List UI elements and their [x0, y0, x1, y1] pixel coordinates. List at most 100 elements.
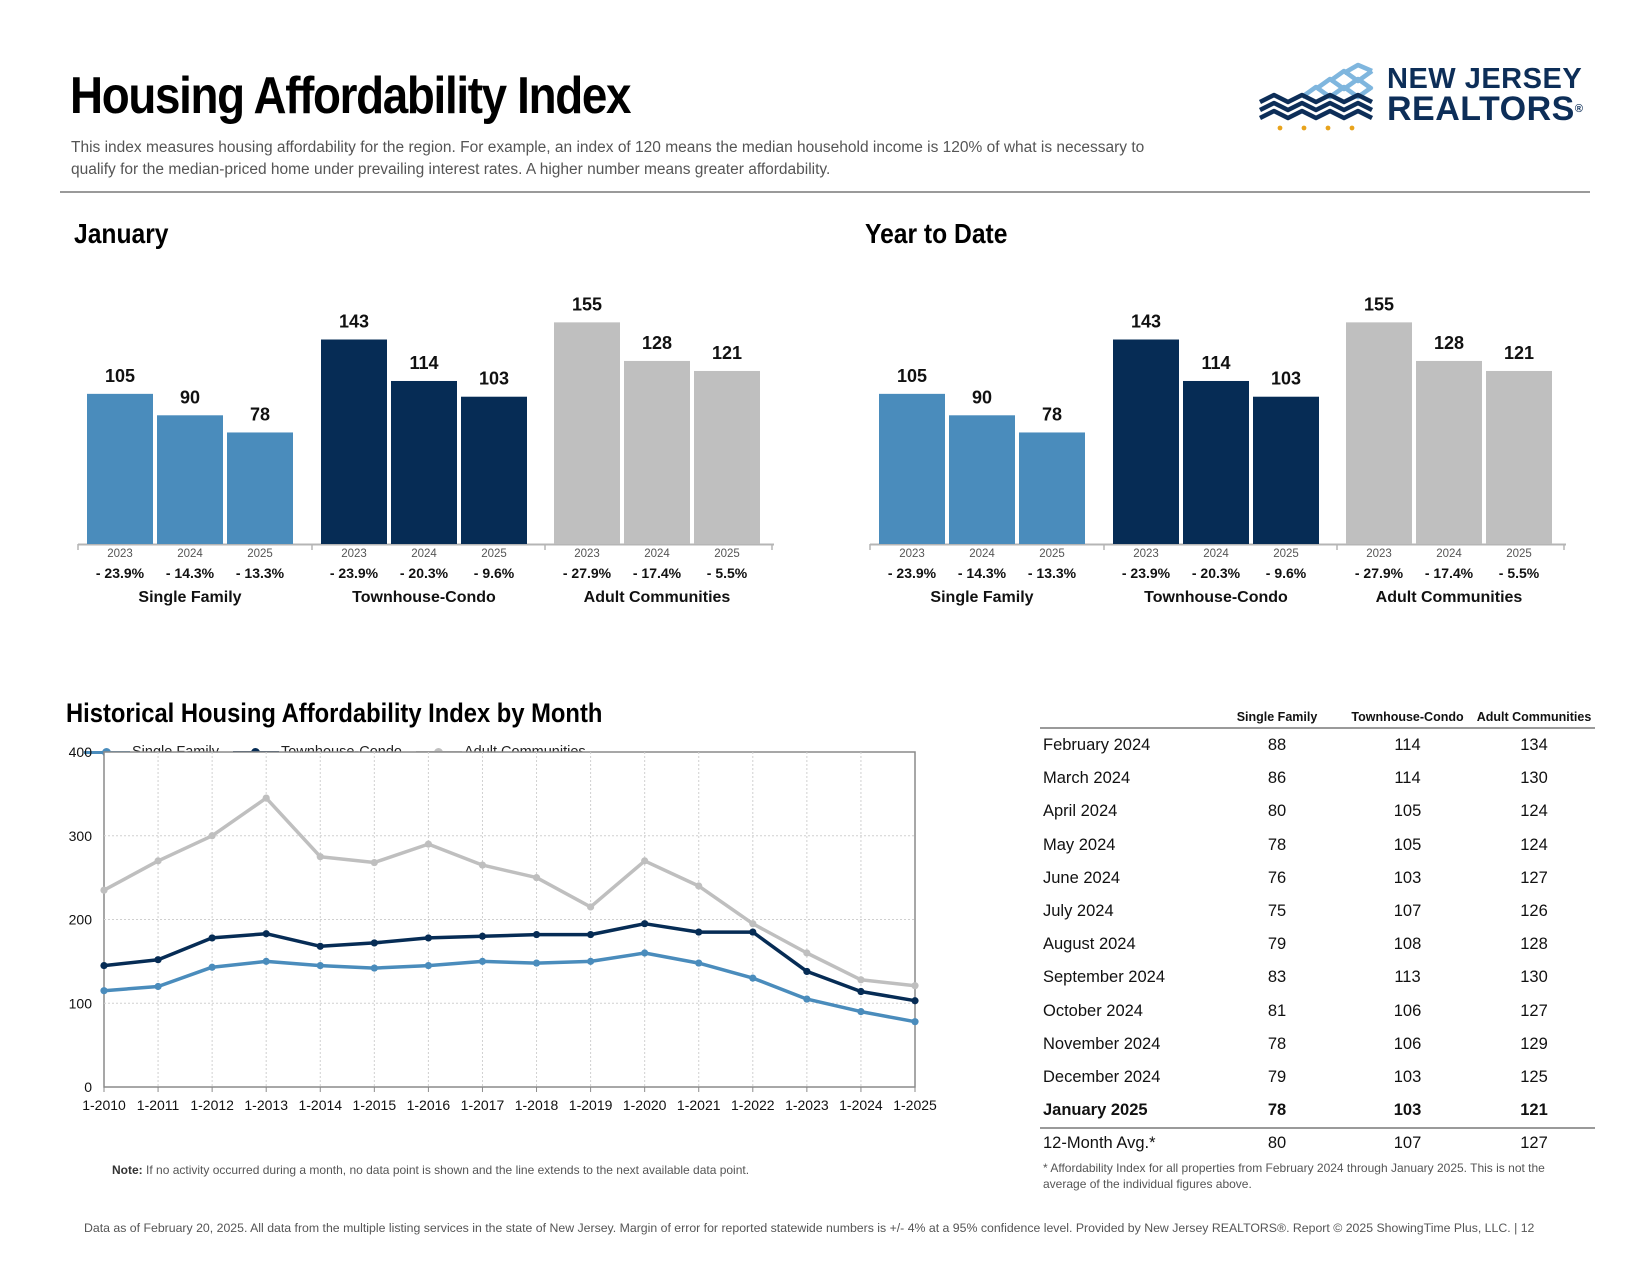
data-point	[316, 942, 324, 950]
logo-wave-dark	[1258, 108, 1374, 121]
bar	[321, 339, 387, 544]
cell-adult-communities: 124	[1520, 835, 1548, 854]
row-label: October 2024	[1043, 1001, 1143, 1020]
year-tick-label: 2025	[1273, 548, 1299, 560]
bar	[227, 432, 293, 544]
cell-townhouse-condo: 103	[1393, 1101, 1422, 1120]
series-line	[103, 796, 916, 988]
data-point	[262, 930, 270, 938]
bar	[391, 380, 457, 544]
logo-wave-light	[1342, 62, 1373, 75]
series-line	[103, 951, 916, 1024]
pct-change-label: - 20.3%	[1192, 565, 1241, 581]
year-tick-label: 2025	[1039, 548, 1065, 560]
x-tick-label: 1-2025	[893, 1097, 937, 1113]
cell-single-family: 80	[1267, 802, 1287, 821]
row-label: June 2024	[1043, 868, 1121, 887]
row-label: July 2024	[1043, 902, 1114, 921]
bar-value-label: 114	[409, 353, 438, 373]
pct-change-label: - 13.3%	[236, 565, 285, 581]
bar-value-label: 103	[479, 369, 509, 389]
table-row: November 2024 78 106 129	[1040, 1028, 1595, 1061]
bar	[157, 415, 223, 544]
bar-value-label: 114	[1201, 353, 1230, 373]
bar	[87, 393, 153, 544]
table-row: December 2024 79 103 125	[1040, 1061, 1595, 1094]
bar-value-label: 128	[1434, 333, 1464, 353]
data-point	[749, 920, 757, 928]
pct-change-label: - 27.9%	[1355, 565, 1404, 581]
x-tick-label: 1-2011	[137, 1097, 180, 1113]
cell-townhouse-condo: 105	[1393, 802, 1422, 821]
cell-townhouse-condo: 106	[1393, 1001, 1422, 1020]
row-label: September 2024	[1043, 968, 1166, 987]
cell-adult-communities: 127	[1520, 1134, 1548, 1153]
cell-adult-communities: 127	[1520, 1001, 1548, 1020]
row-label: March 2024	[1043, 769, 1131, 788]
bar-value-label: 105	[105, 366, 135, 386]
cell-adult-communities: 127	[1520, 868, 1548, 887]
table-row: August 2024 79 108 128	[1040, 928, 1595, 961]
january-bar-chart: 105 2023 - 23.9% 90 2024 - 14.3% 78 2025 - 13.3%…	[77, 294, 774, 606]
data-point	[532, 930, 541, 939]
bar-value-label: 128	[642, 333, 672, 353]
data-point	[532, 874, 541, 882]
pct-change-label: - 17.4%	[633, 565, 682, 581]
cell-single-family: 83	[1267, 968, 1287, 987]
monthly-table: Single Family Townhouse-Condo Adult Comm…	[1040, 705, 1595, 1158]
y-tick-label: 300	[69, 828, 93, 844]
logo-wave-dark	[1258, 92, 1374, 105]
pct-change-label: - 5.5%	[707, 565, 748, 581]
cell-townhouse-condo: 114	[1394, 769, 1421, 788]
data-point	[262, 794, 270, 802]
bar	[1253, 396, 1319, 544]
year-tick-label: 2024	[969, 548, 995, 560]
cell-single-family: 76	[1267, 868, 1287, 887]
year-tick-label: 2024	[644, 548, 670, 560]
bar-value-label: 143	[1131, 312, 1161, 332]
bar-value-label: 103	[1271, 369, 1301, 389]
data-point	[316, 853, 324, 861]
data-point	[532, 959, 541, 967]
x-tick-label: 1-2022	[731, 1097, 775, 1113]
cell-townhouse-condo: 105	[1393, 835, 1422, 854]
data-point	[695, 882, 703, 890]
cell-single-family: 75	[1267, 902, 1287, 921]
new-jersey-realtors-logo	[1258, 62, 1374, 131]
series-line	[103, 921, 916, 1003]
cell-single-family: 78	[1267, 1034, 1287, 1053]
data-point	[803, 949, 811, 957]
data-point	[695, 959, 703, 967]
row-label: 12-Month Avg.*	[1043, 1134, 1156, 1153]
pct-change-label: - 23.9%	[888, 565, 937, 581]
note-text: If no activity occurred during a month, …	[146, 1163, 750, 1177]
data-point	[478, 957, 487, 965]
table-row: April 2024 80 105 124	[1040, 795, 1595, 828]
table-row: October 2024 81 106 127	[1040, 995, 1595, 1028]
x-tick-label: 1-2021	[677, 1097, 721, 1113]
col-header-adult-communities: Adult Communities	[1476, 710, 1592, 724]
bar	[554, 322, 620, 544]
cell-adult-communities: 126	[1520, 902, 1548, 921]
january-title: January	[74, 218, 169, 249]
y-tick-label: 100	[69, 995, 93, 1011]
table-body: February 2024 88 114 134 March 2024 86 114 130 A…	[1040, 729, 1595, 1127]
cell-single-family: 86	[1267, 769, 1287, 788]
bar	[1183, 380, 1249, 544]
logo-line1: NEW JERSEY	[1387, 63, 1583, 95]
bar	[1113, 339, 1179, 544]
data-point	[208, 934, 216, 942]
bar-value-label: 90	[972, 387, 992, 407]
cell-single-family: 78	[1267, 1101, 1287, 1120]
registered-mark: ®	[1574, 103, 1584, 115]
data-point	[424, 934, 432, 942]
x-tick-label: 1-2012	[190, 1097, 234, 1113]
data-point	[424, 961, 432, 970]
x-tick-label: 1-2023	[785, 1097, 829, 1113]
cell-adult-communities: 124	[1520, 802, 1548, 821]
note-label: Note:	[112, 1163, 143, 1177]
group-label: Adult Communities	[1376, 589, 1523, 606]
data-point	[100, 886, 108, 894]
data-point	[316, 961, 324, 970]
historical-title: Historical Housing Affordability Index b…	[66, 698, 603, 728]
